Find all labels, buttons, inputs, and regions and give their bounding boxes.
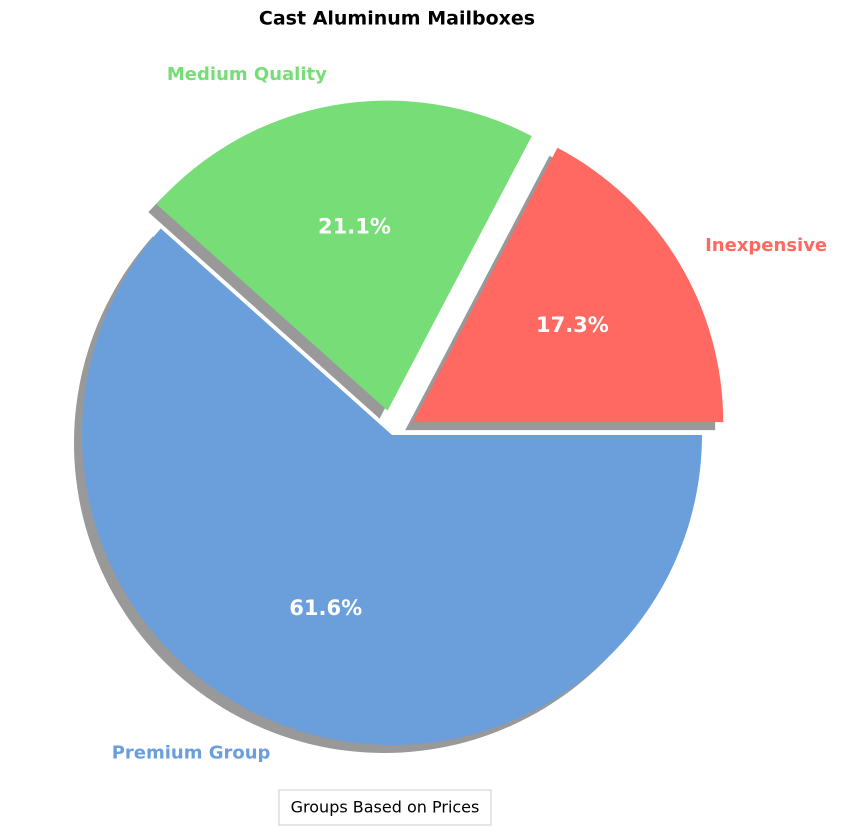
value-label: 21.1%	[318, 215, 391, 239]
slice	[81, 228, 702, 746]
legend-box	[278, 789, 492, 826]
slice-label: Premium Group	[112, 743, 271, 764]
legend-title: Groups Based on Prices	[291, 798, 480, 817]
slice	[413, 147, 724, 423]
chart-title: Cast Aluminum Mailboxes	[259, 8, 535, 30]
value-label: 61.6%	[289, 596, 362, 620]
slices	[81, 100, 724, 746]
slice-label: Inexpensive	[705, 235, 827, 256]
slice	[156, 100, 532, 411]
value-label: 17.3%	[536, 313, 609, 337]
slice-label: Medium Quality	[167, 64, 327, 85]
labels: Inexpensive 17.3% Medium Quality 21.1% Premi…	[112, 64, 827, 764]
